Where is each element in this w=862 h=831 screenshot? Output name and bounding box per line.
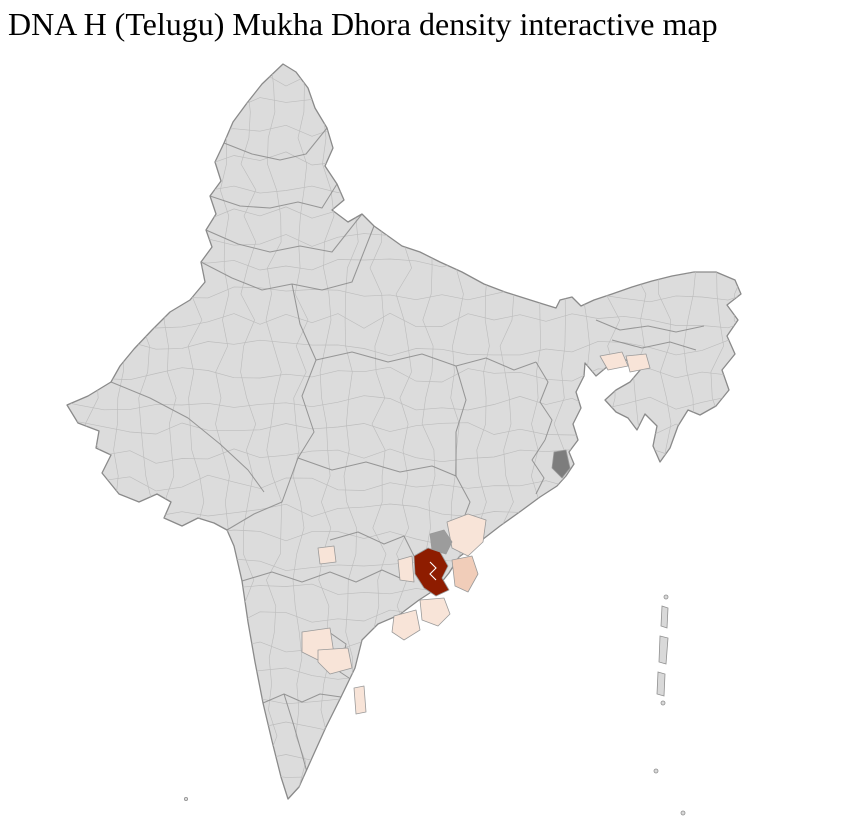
- lakshadweep-island[interactable]: [183, 797, 188, 802]
- district-density-low[interactable]: [317, 545, 337, 565]
- district-density-low[interactable]: [599, 351, 629, 371]
- district-neutral-mid[interactable]: [429, 529, 453, 555]
- andaman-islands[interactable]: [653, 594, 686, 816]
- district-neutral-dark[interactable]: [551, 449, 571, 479]
- state-borders: [110, 127, 705, 777]
- islands: [183, 594, 686, 816]
- district-density-low[interactable]: [397, 555, 415, 583]
- district-density-low[interactable]: [446, 513, 487, 557]
- india-outline[interactable]: [66, 63, 742, 800]
- district-density-low[interactable]: [317, 647, 353, 675]
- district-inner-boundary: [429, 561, 437, 581]
- district-density-mid[interactable]: [451, 555, 479, 593]
- district-density-low[interactable]: [419, 597, 451, 627]
- district-density-low[interactable]: [625, 353, 651, 373]
- district-density-low[interactable]: [391, 609, 421, 641]
- highlighted-districts: [301, 351, 651, 715]
- district-density-low[interactable]: [353, 685, 367, 715]
- page-title: DNA H (Telugu) Mukha Dhora density inter…: [8, 6, 718, 42]
